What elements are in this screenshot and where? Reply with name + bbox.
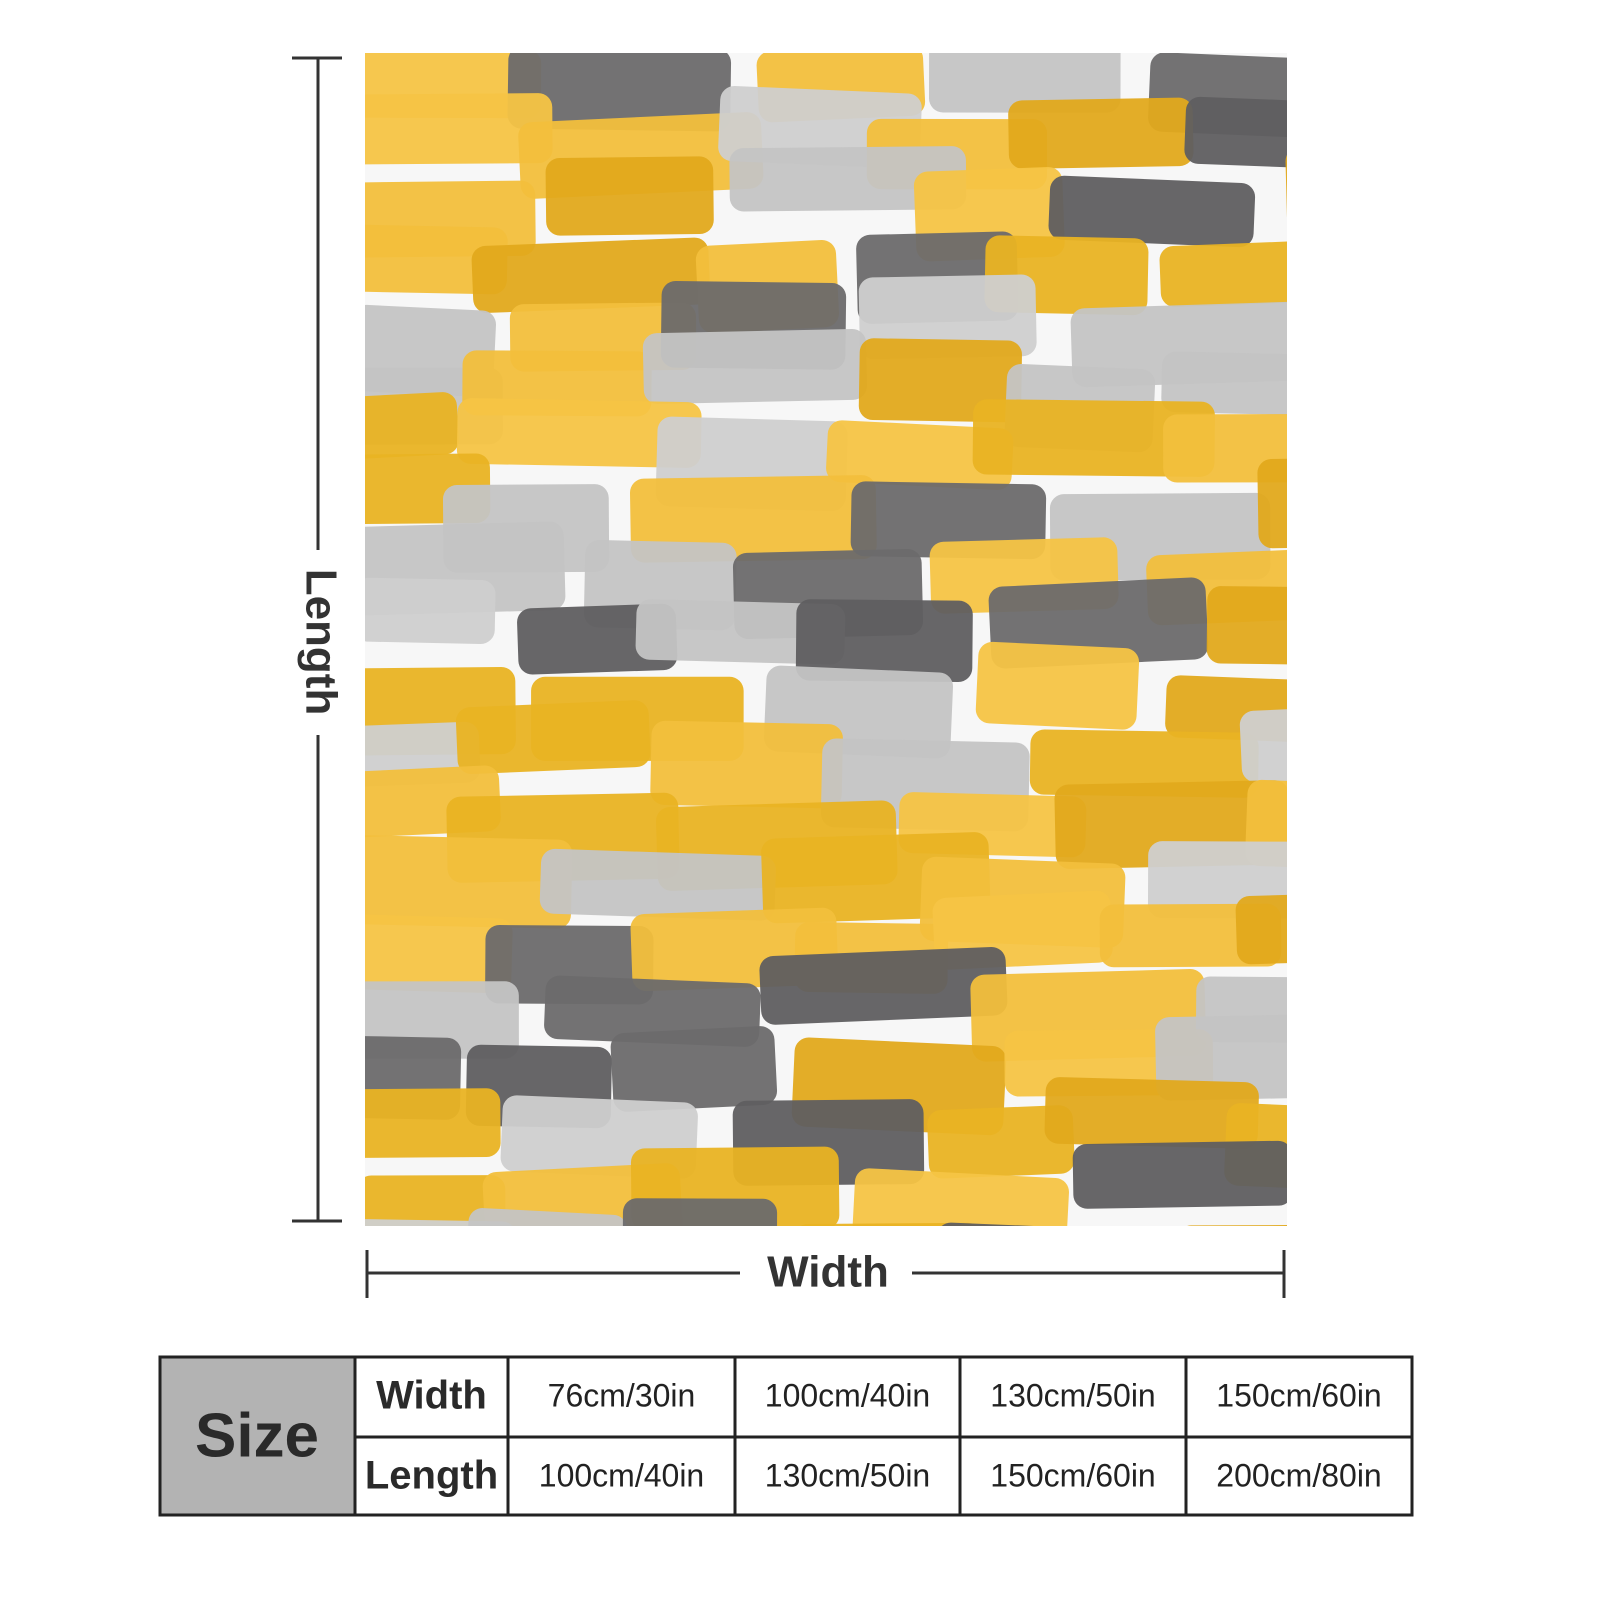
brush-stroke bbox=[1072, 1140, 1287, 1209]
size-table: Size Width 76cm/30in 100cm/40in 130cm/50in 1… bbox=[158, 1355, 1414, 1517]
brush-stroke bbox=[1044, 1077, 1259, 1149]
size-value: 100cm/40in bbox=[765, 1377, 930, 1413]
brush-stroke bbox=[1099, 903, 1282, 968]
brush-stroke bbox=[471, 237, 711, 313]
brush-stroke bbox=[850, 481, 1047, 560]
brush-stroke bbox=[365, 1088, 501, 1159]
brush-stroke bbox=[365, 392, 459, 462]
brush-stroke bbox=[635, 599, 846, 665]
brush-stroke bbox=[975, 641, 1140, 730]
brush-stroke bbox=[365, 913, 513, 994]
brush-stroke bbox=[929, 53, 1121, 113]
brush-stroke bbox=[1163, 414, 1287, 483]
brush-stroke bbox=[1239, 702, 1287, 783]
size-value: 200cm/80in bbox=[1216, 1457, 1381, 1493]
brush-stroke bbox=[642, 328, 868, 404]
brush-stroke bbox=[1159, 239, 1287, 307]
brush-stroke bbox=[795, 599, 973, 683]
brush-stroke bbox=[1235, 889, 1287, 965]
brush-stroke bbox=[507, 53, 732, 132]
brush-stroke bbox=[1155, 1013, 1287, 1101]
brush-stroke bbox=[858, 274, 1037, 360]
brush-stroke bbox=[1161, 351, 1287, 418]
brush-stroke bbox=[466, 1208, 628, 1226]
brush-stroke bbox=[365, 93, 553, 165]
size-value: 150cm/60in bbox=[990, 1457, 1155, 1493]
size-value: 100cm/40in bbox=[539, 1457, 704, 1493]
brush-stroke bbox=[1206, 586, 1287, 666]
brush-stroke bbox=[650, 720, 843, 809]
brush-stroke bbox=[610, 1026, 778, 1112]
row-header: Width bbox=[376, 1374, 487, 1418]
brush-stroke bbox=[622, 1198, 778, 1226]
brush-stroke bbox=[972, 399, 1215, 477]
width-label: Width bbox=[767, 1248, 889, 1297]
size-title: Size bbox=[195, 1401, 319, 1470]
brush-stroke bbox=[365, 223, 508, 295]
brush-stroke bbox=[759, 946, 1008, 1025]
brush-stroke bbox=[935, 1222, 1169, 1226]
brush-stroke bbox=[539, 848, 776, 921]
size-value: 130cm/50in bbox=[990, 1377, 1155, 1413]
size-value: 76cm/30in bbox=[548, 1377, 696, 1413]
row-header: Length bbox=[365, 1454, 498, 1498]
size-value: 150cm/60in bbox=[1216, 1377, 1381, 1413]
brush-stroke bbox=[455, 700, 651, 775]
brush-stroke bbox=[1029, 729, 1259, 798]
brush-stroke bbox=[1184, 96, 1287, 171]
brush-stroke bbox=[927, 1105, 1075, 1179]
brush-stroke bbox=[629, 475, 877, 563]
brush-stroke bbox=[826, 420, 1014, 490]
brush-stroke bbox=[1048, 175, 1256, 248]
brush-stroke bbox=[365, 835, 573, 929]
brush-stroke bbox=[852, 1168, 1069, 1226]
size-cell bbox=[160, 1357, 355, 1515]
brush-stroke bbox=[1285, 141, 1287, 231]
brush-stroke bbox=[729, 146, 967, 212]
length-indicator bbox=[292, 56, 342, 1223]
length-label: Length bbox=[296, 569, 345, 716]
brush-stroke bbox=[365, 577, 496, 644]
brush-stroke bbox=[456, 398, 702, 468]
brush-stroke bbox=[545, 156, 714, 236]
size-value: 130cm/50in bbox=[765, 1457, 930, 1493]
blanket-pattern bbox=[365, 53, 1287, 1226]
brush-stroke bbox=[365, 981, 519, 1059]
brush-stroke bbox=[365, 1218, 517, 1226]
width-indicator bbox=[365, 1250, 1286, 1298]
brush-stroke bbox=[1257, 455, 1287, 549]
brush-stroke bbox=[1008, 97, 1194, 169]
